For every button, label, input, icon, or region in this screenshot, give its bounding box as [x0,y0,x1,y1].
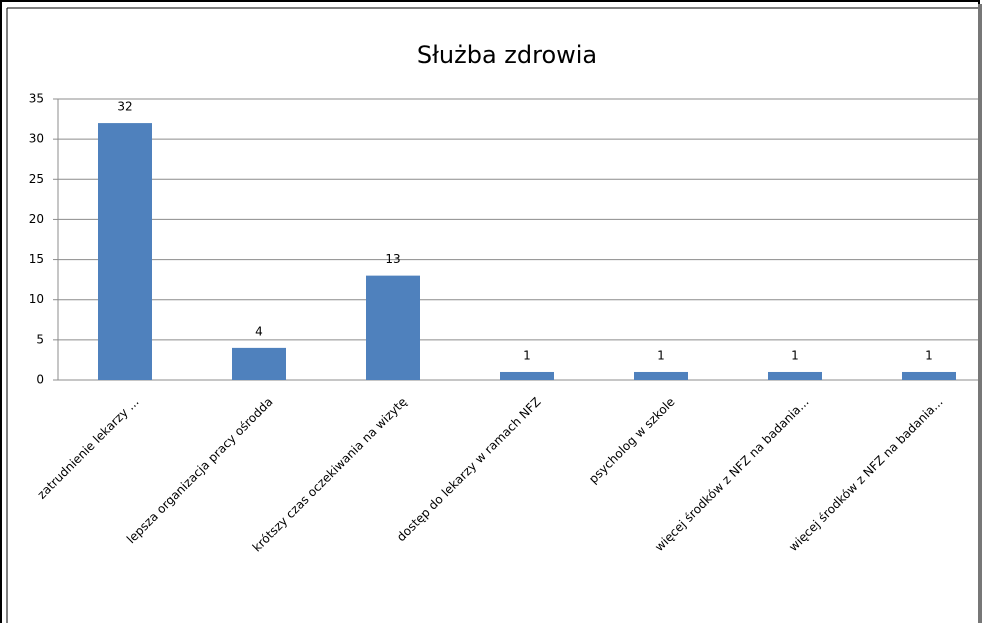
data-label: 1 [925,348,933,362]
data-label: 1 [657,348,665,362]
y-tick-label: 30 [29,132,44,146]
bar [768,371,822,380]
data-label: 13 [385,252,400,266]
bar [98,123,152,380]
bar [500,371,554,380]
y-tick-label: 15 [29,252,44,266]
bar [232,347,286,380]
y-tick-label: 25 [29,172,44,186]
data-label: 32 [117,100,132,114]
bar [634,371,688,380]
bar [902,371,956,380]
data-label: 1 [523,348,531,362]
y-tick-label: 0 [36,373,44,387]
data-label: 4 [255,324,263,338]
y-tick-label: 35 [29,92,44,106]
y-tick-label: 20 [29,212,44,226]
bar [366,275,420,380]
y-tick-label: 10 [29,292,44,306]
chart-title: Służba zdrowia [417,41,597,69]
data-label: 1 [791,348,799,362]
y-tick-label: 5 [36,332,44,346]
